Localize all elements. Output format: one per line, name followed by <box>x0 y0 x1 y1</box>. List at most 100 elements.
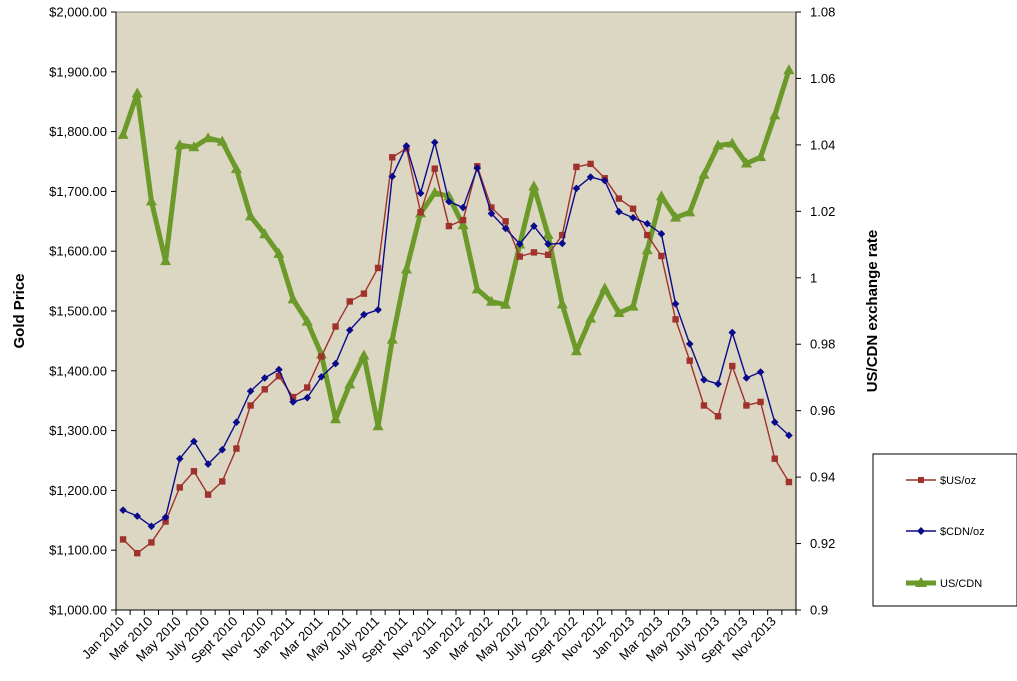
left-axis-title: Gold Price <box>11 273 28 348</box>
data-point <box>700 375 708 384</box>
data-point <box>133 512 142 520</box>
data-point <box>304 384 311 391</box>
data-point <box>544 240 552 248</box>
data-point <box>246 387 255 395</box>
data-point <box>317 372 326 381</box>
series-layer <box>117 64 795 557</box>
data-point <box>657 230 666 238</box>
data-point <box>332 323 339 330</box>
data-point <box>471 283 483 294</box>
right-y-axis: 0.9 0.92 0.94 0.96 0.98 1 1.02 1.04 1.06 1.08 <box>795 5 835 618</box>
data-point <box>360 290 368 297</box>
data-point <box>230 163 242 174</box>
right-tick-label: 0.98 <box>810 337 835 352</box>
data-point <box>785 478 793 486</box>
series-cdn-oz <box>119 138 793 531</box>
data-point <box>402 142 411 150</box>
data-point <box>372 420 384 431</box>
left-tick-label: $1,900.00 <box>49 64 107 79</box>
data-point <box>473 164 482 172</box>
data-point <box>770 418 779 427</box>
legend-entry-us-cdn: US/CDN <box>906 577 982 590</box>
data-point <box>685 340 694 348</box>
right-tick-label: 0.92 <box>810 536 835 551</box>
data-point <box>698 168 710 179</box>
data-point <box>587 160 594 168</box>
legend-entry-cdn-oz: $CDN/oz <box>906 526 985 538</box>
data-point <box>501 224 510 233</box>
data-point <box>755 151 767 162</box>
data-point <box>743 402 750 409</box>
data-point <box>289 398 297 406</box>
data-point <box>742 374 751 382</box>
data-point <box>233 445 240 452</box>
data-point <box>431 165 438 172</box>
data-point <box>429 186 441 197</box>
data-point <box>655 190 667 201</box>
data-point <box>686 357 693 364</box>
data-point <box>672 316 679 323</box>
left-tick-label: $1,400.00 <box>49 363 107 378</box>
data-point <box>785 431 793 440</box>
data-point <box>700 402 708 409</box>
left-tick-label: $1,100.00 <box>49 543 107 558</box>
data-point <box>389 154 396 161</box>
right-tick-label: 0.94 <box>810 470 835 485</box>
data-point <box>261 386 268 393</box>
right-tick-label: 1.06 <box>810 71 835 86</box>
data-point <box>757 398 764 406</box>
legend-box <box>872 453 1017 607</box>
legend: $US/oz $CDN/oz US/CDN <box>872 453 1017 607</box>
right-tick-label: 1 <box>810 270 817 285</box>
data-point <box>572 184 581 193</box>
data-point <box>134 549 141 557</box>
data-point <box>301 315 313 326</box>
data-point <box>119 536 127 543</box>
data-point <box>360 310 368 319</box>
data-point <box>726 137 738 148</box>
legend-entry-us-oz: $US/oz <box>906 475 976 487</box>
data-point <box>275 372 283 380</box>
data-point <box>445 222 453 230</box>
data-point <box>658 252 665 260</box>
data-point <box>176 484 183 491</box>
data-point <box>160 255 172 266</box>
data-point <box>161 513 170 522</box>
data-point <box>585 312 597 323</box>
data-point <box>188 141 200 152</box>
data-point <box>174 139 186 150</box>
data-point <box>117 128 129 139</box>
data-point <box>530 222 538 230</box>
data-point <box>671 300 680 308</box>
data-point <box>358 349 370 360</box>
right-tick-label: 0.9 <box>810 603 828 618</box>
data-point <box>273 247 285 258</box>
data-point <box>644 231 651 239</box>
data-point <box>728 328 737 337</box>
data-point <box>289 393 297 401</box>
data-point <box>330 413 342 424</box>
data-point <box>627 300 639 311</box>
data-point <box>374 264 382 272</box>
data-point <box>303 393 312 402</box>
data-point <box>516 253 523 260</box>
left-tick-label: $1,500.00 <box>49 304 107 319</box>
data-point <box>190 468 198 475</box>
data-point <box>629 205 637 212</box>
data-point <box>714 413 722 420</box>
series-us-cdn <box>117 64 795 431</box>
data-point <box>202 132 214 143</box>
data-point <box>586 173 595 181</box>
data-point <box>613 306 625 317</box>
data-point <box>443 190 455 201</box>
left-tick-label: $2,000.00 <box>49 5 107 20</box>
legend-label-us-cdn: US/CDN <box>940 578 982 590</box>
data-point <box>714 380 722 388</box>
data-point <box>175 454 184 463</box>
legend-label-cdn-oz: $CDN/oz <box>940 526 985 538</box>
data-point <box>145 195 157 206</box>
data-point <box>331 359 340 368</box>
data-point <box>559 231 566 239</box>
right-axis-title: US/CDN exchange rate <box>864 230 881 393</box>
